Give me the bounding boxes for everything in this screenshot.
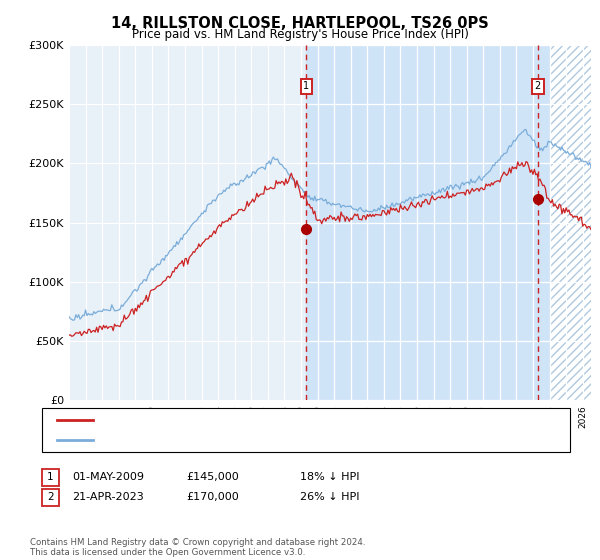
Text: 1: 1: [304, 81, 310, 91]
Text: 21-APR-2023: 21-APR-2023: [72, 492, 144, 502]
Text: £170,000: £170,000: [186, 492, 239, 502]
Bar: [307, 45, 550, 400]
Text: 01-MAY-2009: 01-MAY-2009: [72, 472, 144, 482]
Text: 14, RILLSTON CLOSE, HARTLEPOOL, TS26 0PS: 14, RILLSTON CLOSE, HARTLEPOOL, TS26 0PS: [111, 16, 489, 31]
Text: 2: 2: [47, 492, 54, 502]
Text: HPI: Average price, detached house, Hartlepool: HPI: Average price, detached house, Hart…: [102, 435, 334, 445]
Text: 2: 2: [535, 81, 541, 91]
Text: Contains HM Land Registry data © Crown copyright and database right 2024.
This d: Contains HM Land Registry data © Crown c…: [30, 538, 365, 557]
Text: 1: 1: [47, 472, 54, 482]
Text: 18% ↓ HPI: 18% ↓ HPI: [300, 472, 359, 482]
Bar: [550, 45, 591, 400]
Text: 14, RILLSTON CLOSE, HARTLEPOOL, TS26 0PS (detached house): 14, RILLSTON CLOSE, HARTLEPOOL, TS26 0PS…: [102, 415, 415, 425]
Text: Price paid vs. HM Land Registry's House Price Index (HPI): Price paid vs. HM Land Registry's House …: [131, 28, 469, 41]
Text: 26% ↓ HPI: 26% ↓ HPI: [300, 492, 359, 502]
Text: £145,000: £145,000: [186, 472, 239, 482]
